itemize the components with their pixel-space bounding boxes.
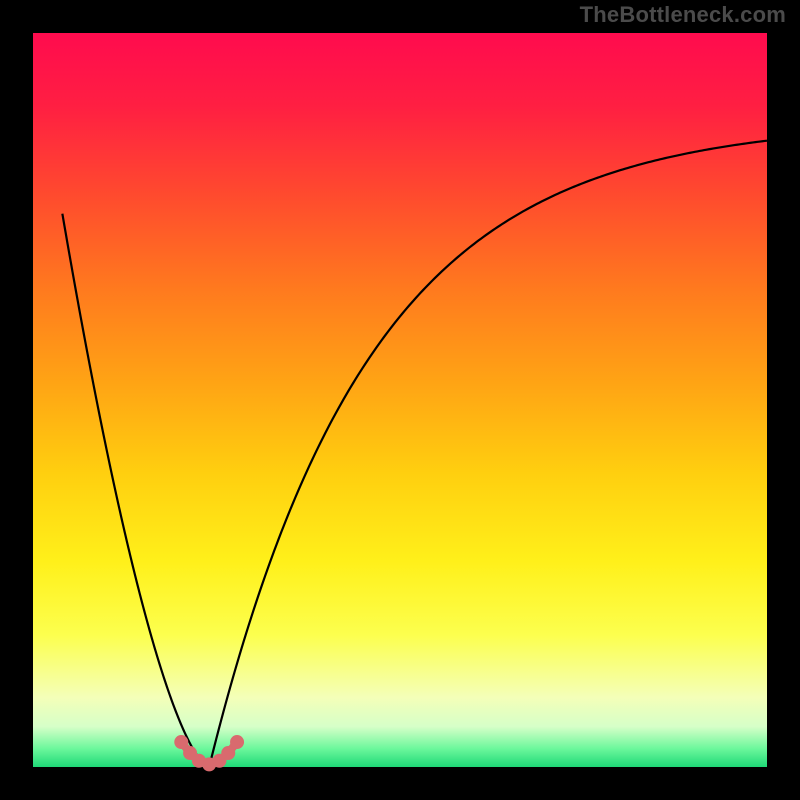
marker-point [231,736,244,749]
marker-point [222,747,235,760]
plot-background [33,33,767,767]
marker-point [175,736,188,749]
bottleneck-curve-chart [0,0,800,800]
watermark-text: TheBottleneck.com [580,2,786,28]
chart-container: TheBottleneck.com [0,0,800,800]
